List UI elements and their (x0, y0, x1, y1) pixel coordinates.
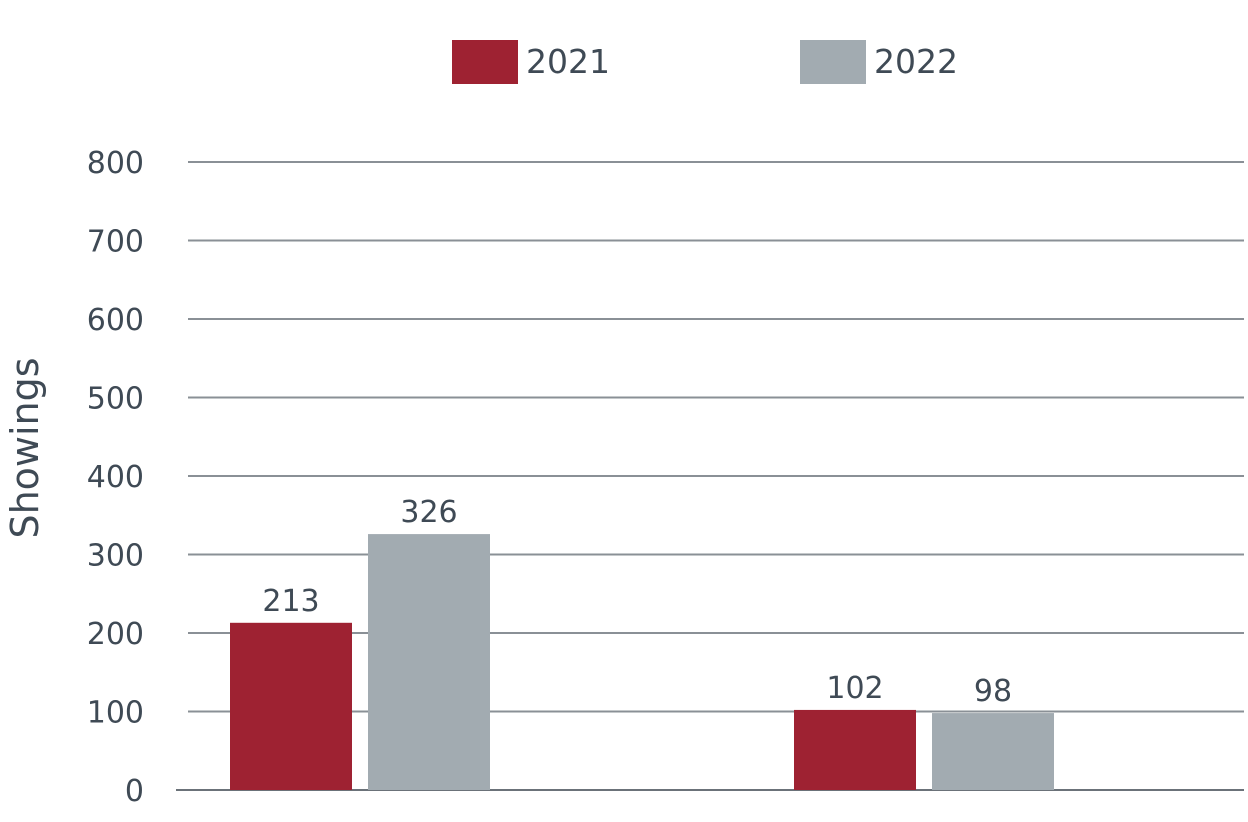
y-tick-label-700: 700 (87, 225, 144, 260)
bar-2022-1 (932, 713, 1054, 790)
gridlines (176, 161, 1244, 791)
bar-2021-1 (794, 709, 916, 790)
y-tick-label-600: 600 (87, 303, 144, 338)
y-tick-label-300: 300 (87, 539, 144, 574)
legend: 2021 2022 (0, 0, 1248, 110)
bar-2021-0 (230, 622, 352, 790)
y-tick-label-500: 500 (87, 382, 144, 417)
bar-2022-0 (368, 534, 490, 790)
bars (230, 534, 1054, 790)
y-tick-label-200: 200 (87, 617, 144, 652)
data-label-2021-0: 213 (262, 584, 319, 619)
data-label-2021-1: 102 (826, 671, 883, 706)
data-label-2022-0: 326 (400, 495, 457, 530)
legend-swatch-2021 (452, 40, 518, 84)
legend-item-2022: 2022 (800, 40, 958, 84)
data-label-bg-2022-0 (389, 492, 469, 529)
legend-label-2021: 2021 (526, 42, 610, 81)
data-label-2022-1: 98 (974, 674, 1012, 709)
legend-item-2021: 2021 (452, 40, 610, 84)
legend-label-2022: 2022 (874, 42, 958, 81)
y-tick-labels: 0 100 200 300 400 500 600 700 800 (87, 146, 144, 809)
data-label-bg-2022-1 (963, 671, 1023, 708)
y-tick-label-400: 400 (87, 460, 144, 495)
data-labels: 213 102 326 98 (251, 492, 1023, 709)
y-tick-label-800: 800 (87, 146, 144, 181)
y-tick-label-100: 100 (87, 696, 144, 731)
data-label-bg-2021-1 (815, 667, 895, 704)
legend-swatch-2022 (800, 40, 866, 84)
data-label-bg-2021-0 (251, 580, 331, 617)
y-tick-label-0: 0 (125, 774, 144, 809)
